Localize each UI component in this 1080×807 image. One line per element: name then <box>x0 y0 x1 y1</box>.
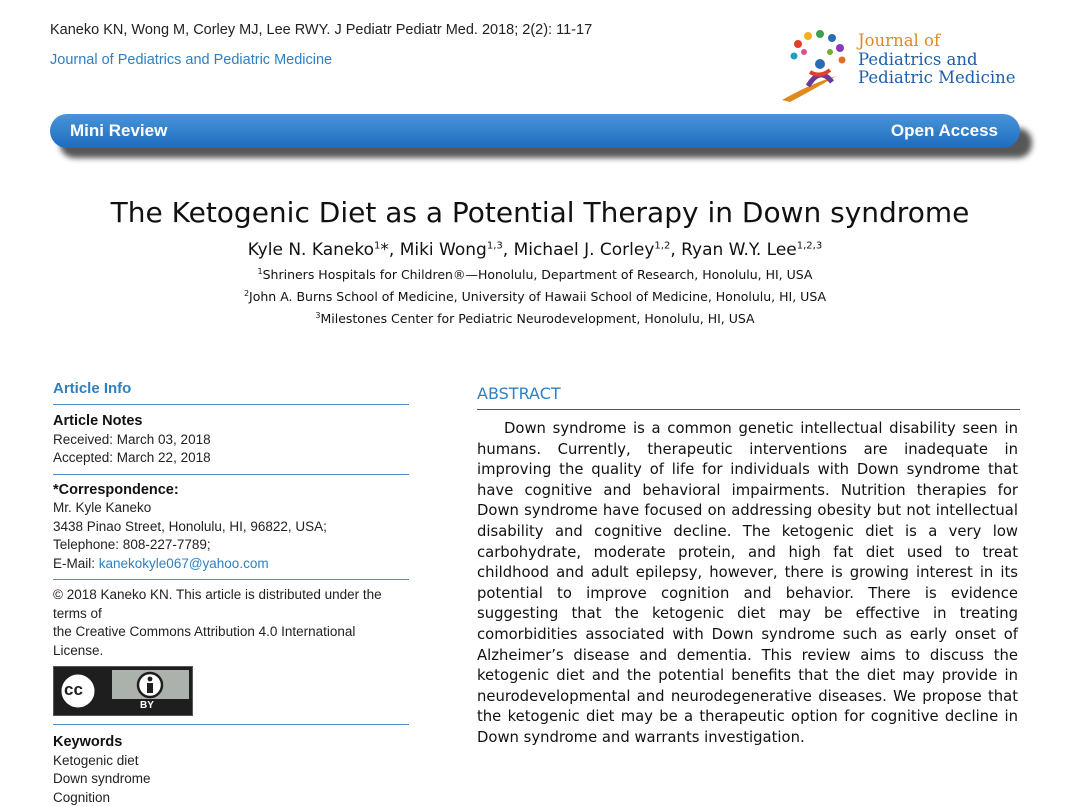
citation: Kaneko KN, Wong M, Corley MJ, Lee RWY. J… <box>50 22 592 38</box>
correspondence-telephone: Telephone: 808-227-7789; <box>53 536 409 555</box>
correspondence-address: 3438 Pinao Street, Honolulu, HI, 96822, … <box>53 518 409 537</box>
article-type-label: Mini Review <box>70 121 167 141</box>
affiliation-text: Shriners Hospitals for Children®—Honolul… <box>263 267 813 282</box>
author-affiliation-number: 1,3 <box>487 240 503 251</box>
correspondence-email-row: E-Mail: kanekokyle067@yahoo.com <box>53 555 409 574</box>
author-name: Ryan W.Y. Lee <box>681 240 797 260</box>
author-separator: , <box>503 240 514 260</box>
divider <box>53 724 409 725</box>
divider <box>53 474 409 475</box>
author-affiliation-number: 1,2,3 <box>797 240 822 251</box>
abstract-heading: ABSTRACT <box>477 384 561 403</box>
keyword: Ketogenic diet <box>53 752 409 771</box>
cc-by-icon[interactable]: cc BY <box>53 666 193 716</box>
license-text-line-1: © 2018 Kaneko KN. This article is distri… <box>53 586 409 623</box>
email-label: E-Mail: <box>53 556 99 571</box>
article-info-heading: Article Info <box>53 380 409 397</box>
author-name: Kyle N. Kaneko <box>248 240 374 260</box>
keywords-heading: Keywords <box>53 733 409 752</box>
article-notes-heading: Article Notes <box>53 412 409 431</box>
author-name: Michael J. Corley <box>514 240 655 260</box>
affiliation-text: Milestones Center for Pediatric Neurodev… <box>320 311 754 326</box>
affiliation: 2John A. Burns School of Medicine, Unive… <box>0 289 1070 304</box>
license-text-line-2: the Creative Commons Attribution 4.0 Int… <box>53 623 409 660</box>
children-hands-logo-icon <box>780 26 856 106</box>
author-separator: *, <box>380 240 399 260</box>
article-type-banner: Mini Review Open Access <box>50 114 1020 148</box>
accepted-date: Accepted: March 22, 2018 <box>53 449 409 468</box>
keyword: Cognition <box>53 789 409 807</box>
received-date: Received: March 03, 2018 <box>53 431 409 450</box>
author-separator: , <box>670 240 681 260</box>
author-affiliation-number: 1,2 <box>654 240 670 251</box>
article-info-panel: Article Info Article Notes Received: Mar… <box>53 380 409 807</box>
abstract-text: Down syndrome is a common genetic intell… <box>477 419 1018 749</box>
email-link[interactable]: kanekokyle067@yahoo.com <box>99 556 269 571</box>
affiliation-text: John A. Burns School of Medicine, Univer… <box>249 289 826 304</box>
abstract-divider <box>477 409 1020 410</box>
journal-logo[interactable]: Journal of Pediatrics and Pediatric Medi… <box>780 26 1020 106</box>
cc-by-label: BY <box>140 700 154 711</box>
logo-line-3: Pediatric Medicine <box>858 69 1016 88</box>
journal-link[interactable]: Journal of Pediatrics and Pediatric Medi… <box>50 52 332 68</box>
affiliation: 3Milestones Center for Pediatric Neurode… <box>0 311 1070 326</box>
divider <box>53 404 409 405</box>
author-name: Miki Wong <box>400 240 487 260</box>
logo-line-1: Journal of <box>858 32 1016 51</box>
correspondence-name: Mr. Kyle Kaneko <box>53 499 409 518</box>
divider <box>53 579 409 580</box>
cc-symbol: cc <box>64 680 83 700</box>
logo-line-2: Pediatrics and <box>858 51 1016 70</box>
open-access-label: Open Access <box>891 121 998 141</box>
article-title: The Ketogenic Diet as a Potential Therap… <box>0 196 1080 229</box>
affiliation: 1Shriners Hospitals for Children®—Honolu… <box>0 267 1070 282</box>
author-list: Kyle N. Kaneko1*, Miki Wong1,3, Michael … <box>0 240 1070 260</box>
correspondence-heading: *Correspondence: <box>53 481 409 500</box>
keyword: Down syndrome <box>53 770 409 789</box>
